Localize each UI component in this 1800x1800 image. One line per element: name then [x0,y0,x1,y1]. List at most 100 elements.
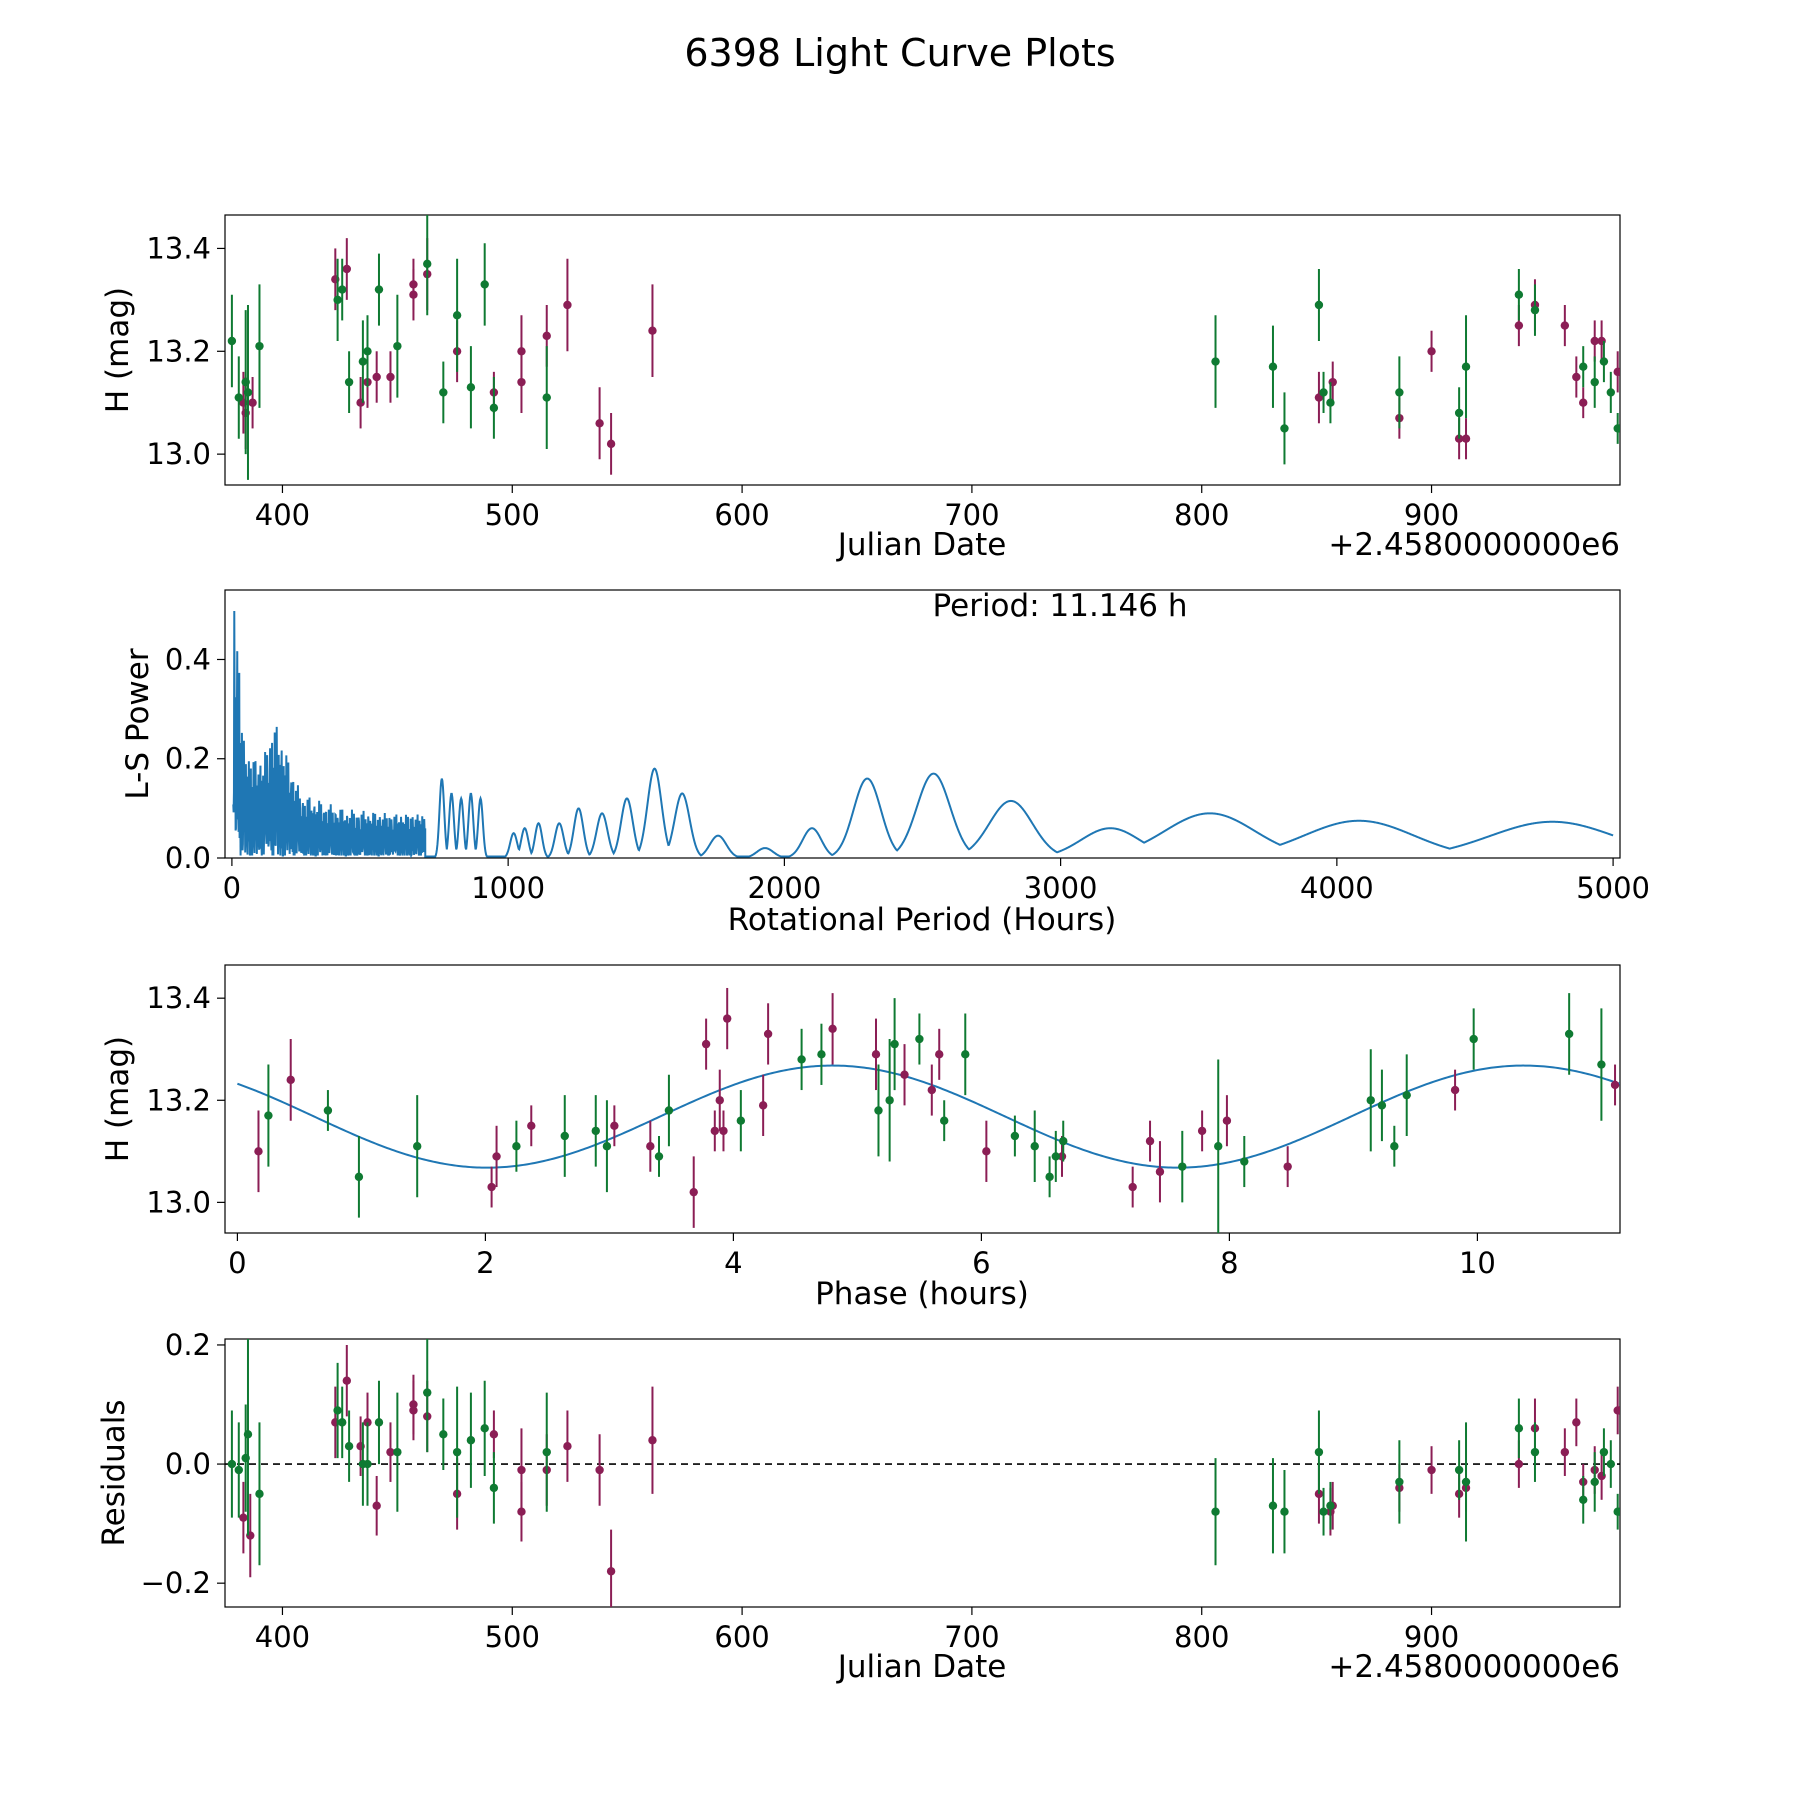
data-point [606,1567,616,1576]
data-point [489,1430,499,1439]
y-tick-label: 0.4 [165,642,211,676]
data-point [646,1142,655,1151]
data-point [927,1085,936,1095]
x-tick-label: 900 [1404,498,1459,532]
data-point [763,1029,773,1039]
data-point [1319,388,1328,397]
data-point [1597,1060,1606,1069]
data-point [885,1096,894,1105]
data-point [1319,1507,1328,1516]
x-tick-label: 400 [255,1620,310,1654]
data-point [489,1483,499,1493]
data-point [338,285,347,294]
x-tick-label: 500 [485,1620,540,1654]
data-point [487,1182,496,1192]
light-curve-ticks: 400 500 600 700 800 900 13.0 13.2 13.4 [146,231,1459,532]
data-point [710,1126,719,1136]
data-point [1051,1152,1061,1161]
data-point [354,1172,364,1182]
data-point [689,1187,698,1197]
data-point [374,1418,384,1427]
data-point [372,1501,381,1510]
data-point [595,1465,604,1475]
data-point [512,1142,521,1151]
x-tick-label: 500 [485,498,540,532]
data-point [1268,362,1278,371]
data-point [1395,1477,1404,1487]
x-tick-label: 10 [1459,1246,1496,1280]
data-point [386,1447,395,1457]
data-point [1326,398,1335,407]
data-point [452,311,462,320]
y-tick-label: 13.0 [146,437,211,471]
data-point [344,377,354,387]
data-point [595,419,604,428]
data-point [1613,1406,1620,1415]
data-point [1613,367,1620,377]
data-point [1590,377,1599,387]
data-point [358,357,368,366]
y-tick-label: 13.0 [146,1185,211,1219]
data-point [1461,1477,1471,1487]
data-point [363,1459,372,1469]
data-point [323,1106,333,1115]
data-point [338,1418,347,1427]
data-point [1613,1507,1620,1516]
data-point [1530,305,1540,315]
data-point [560,1131,569,1141]
data-point [648,1436,657,1445]
data-point [234,393,243,402]
light-curve-x-offset: +2.4580000000e6 [1328,527,1620,563]
data-point [1145,1136,1155,1146]
data-point [227,1459,237,1469]
phased-xlabel: Phase (hours) [815,1276,1029,1312]
y-tick-label: 13.4 [146,981,211,1015]
data-point [890,1039,899,1049]
data-point [1395,388,1404,397]
data-point [255,341,264,351]
data-point [817,1050,826,1059]
data-point [542,393,551,402]
data-point [1214,1142,1223,1151]
data-point [234,1465,243,1475]
data-point [602,1142,612,1151]
data-point [423,1388,432,1397]
data-point [1579,1495,1588,1505]
data-point [1211,1507,1220,1516]
y-tick-label: 0.2 [165,1328,211,1362]
data-point [1560,321,1570,330]
data-point [372,372,381,382]
data-point [1314,300,1324,310]
data-point [527,1121,536,1131]
y-tick-label: 13.2 [146,334,211,368]
periodogram-axes-frame [224,589,1621,859]
residuals-marks [225,1339,1620,1607]
x-tick-label: 700 [944,498,999,532]
figure-title: 6398 Light Curve Plots [684,31,1115,75]
data-point [286,1075,295,1085]
residuals-axes-frame [224,1338,1621,1608]
data-point [1197,1126,1207,1136]
data-point [466,383,476,392]
y-tick-label: 13.4 [146,231,211,265]
data-point [1427,1465,1436,1475]
residuals-ticks: 400 500 600 700 800 900 −0.2 0.0 0.2 [141,1328,1460,1654]
data-point [542,1447,551,1457]
data-point [393,341,402,351]
data-point [423,259,432,269]
data-point [1599,1447,1609,1457]
data-point [1155,1167,1165,1176]
x-tick-label: 6 [972,1246,990,1280]
period-annotation: Period: 11.146 h [933,588,1188,624]
data-point [264,1111,273,1120]
data-point [1390,1142,1399,1151]
data-point [492,1152,501,1161]
data-point [1579,398,1588,407]
data-point [1610,1080,1620,1090]
data-point [1599,357,1609,366]
light-curve-axes-frame [224,214,1621,486]
data-point [563,300,572,310]
data-point [736,1116,746,1125]
data-point [439,1430,448,1439]
x-tick-label: 600 [714,498,769,532]
